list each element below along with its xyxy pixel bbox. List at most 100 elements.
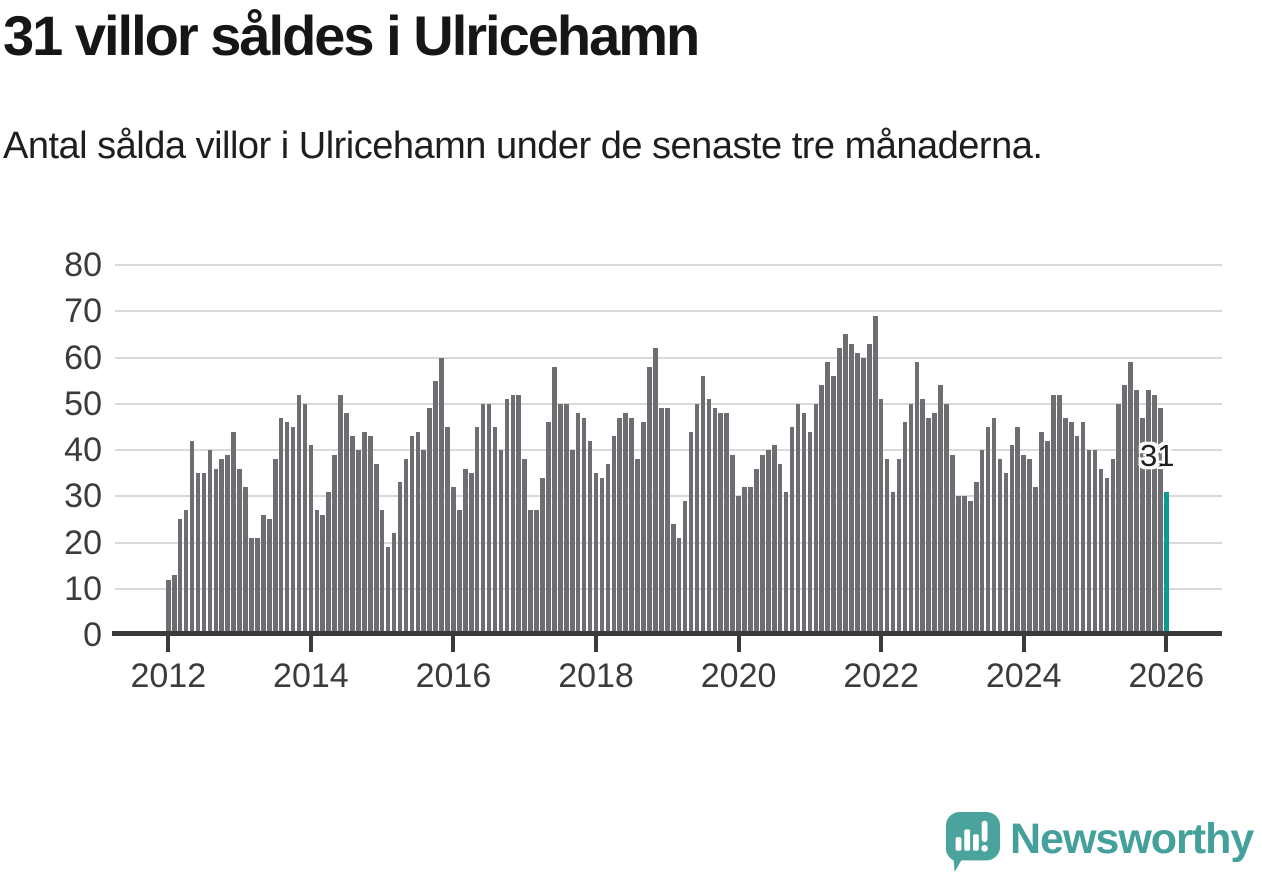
- bar: [1086, 450, 1092, 635]
- bar: [249, 537, 254, 635]
- bar: [445, 426, 450, 635]
- bar: [938, 385, 943, 635]
- newsworthy-logo-icon: [945, 812, 1001, 872]
- bar: [350, 436, 355, 635]
- y-axis-label: 10: [64, 569, 102, 608]
- bar: [391, 533, 397, 635]
- bar: [587, 440, 593, 635]
- brand-name: Newsworthy: [1010, 815, 1254, 863]
- bar: [498, 450, 504, 635]
- bar: [771, 445, 777, 635]
- gridline: [115, 310, 1222, 313]
- bar: [890, 491, 896, 635]
- bar: [177, 519, 183, 635]
- bar: [1033, 487, 1038, 635]
- bar: [819, 385, 825, 635]
- bar: [676, 537, 682, 635]
- bar: [1045, 440, 1050, 635]
- bar: [1027, 459, 1032, 635]
- bar: [356, 450, 361, 635]
- bar: [849, 343, 854, 635]
- bar: [944, 403, 949, 635]
- brand-footer: Newsworthy: [944, 808, 1262, 872]
- bar: [783, 491, 789, 635]
- bar: [183, 510, 189, 635]
- bar: [231, 431, 236, 635]
- bar: [1051, 394, 1056, 635]
- bar: [379, 510, 385, 635]
- bar-value-label: 31: [1140, 438, 1175, 473]
- bar: [837, 348, 842, 635]
- bar: [427, 408, 432, 635]
- y-axis-label: 30: [64, 477, 102, 516]
- bar: [1134, 389, 1139, 635]
- bar: [261, 514, 266, 635]
- bar: [522, 459, 528, 635]
- x-axis-tick: [451, 636, 456, 652]
- bar: [451, 487, 456, 635]
- bar: [866, 343, 872, 635]
- bar: [296, 394, 302, 635]
- bar: [486, 403, 492, 635]
- gridline: [115, 402, 1222, 405]
- bar: [991, 417, 997, 635]
- bar: [564, 403, 569, 635]
- bar: [171, 574, 177, 635]
- bar: [558, 403, 563, 635]
- bar: [1122, 385, 1127, 635]
- bar: [344, 413, 349, 635]
- bar: [1116, 403, 1122, 635]
- bar: [855, 352, 860, 635]
- x-axis-label: 2026: [1128, 657, 1205, 695]
- bar: [237, 468, 242, 635]
- x-axis-label: 2024: [985, 657, 1062, 695]
- bar: [670, 524, 676, 635]
- bar: [243, 487, 248, 635]
- bar: [569, 450, 575, 635]
- bar: [480, 403, 486, 635]
- x-axis-tick: [1164, 636, 1169, 652]
- bar: [255, 537, 260, 635]
- bar: [647, 366, 652, 635]
- x-axis-label: 2014: [273, 657, 349, 695]
- bar: [1080, 422, 1086, 635]
- bar: [201, 473, 207, 635]
- bar: [635, 459, 640, 635]
- bar: [861, 357, 866, 635]
- bar: [593, 473, 599, 635]
- bar: [385, 547, 391, 635]
- bar: [736, 496, 741, 635]
- bar: [1098, 468, 1104, 635]
- bar: [362, 431, 367, 635]
- chart-subtitle: Antal sålda villor i Ulricehamn under de…: [3, 125, 1043, 167]
- gridline: [115, 264, 1222, 266]
- bar: [724, 413, 729, 635]
- bar: [801, 413, 807, 635]
- bar: [884, 459, 890, 635]
- x-axis-label: 2016: [415, 657, 492, 695]
- bar: [813, 403, 819, 635]
- bar: [962, 496, 967, 635]
- bar: [225, 454, 230, 635]
- bar: [373, 463, 379, 635]
- bar: [207, 450, 213, 635]
- bar: [653, 348, 658, 635]
- bar: [896, 459, 902, 635]
- bar: [665, 408, 670, 635]
- bar: [623, 413, 628, 635]
- bar: [302, 403, 308, 635]
- bar: [581, 417, 587, 635]
- bar: [278, 417, 284, 635]
- bar: [534, 510, 539, 635]
- bar: [1057, 394, 1062, 635]
- bar: [825, 362, 830, 635]
- bar: [956, 496, 961, 635]
- bar: [397, 482, 403, 635]
- bar: [367, 436, 373, 635]
- bar: [914, 362, 920, 635]
- bar: [843, 334, 848, 635]
- bar: [166, 579, 171, 635]
- y-axis-label: 20: [64, 523, 102, 562]
- bar: [528, 510, 533, 635]
- bar: [540, 477, 545, 635]
